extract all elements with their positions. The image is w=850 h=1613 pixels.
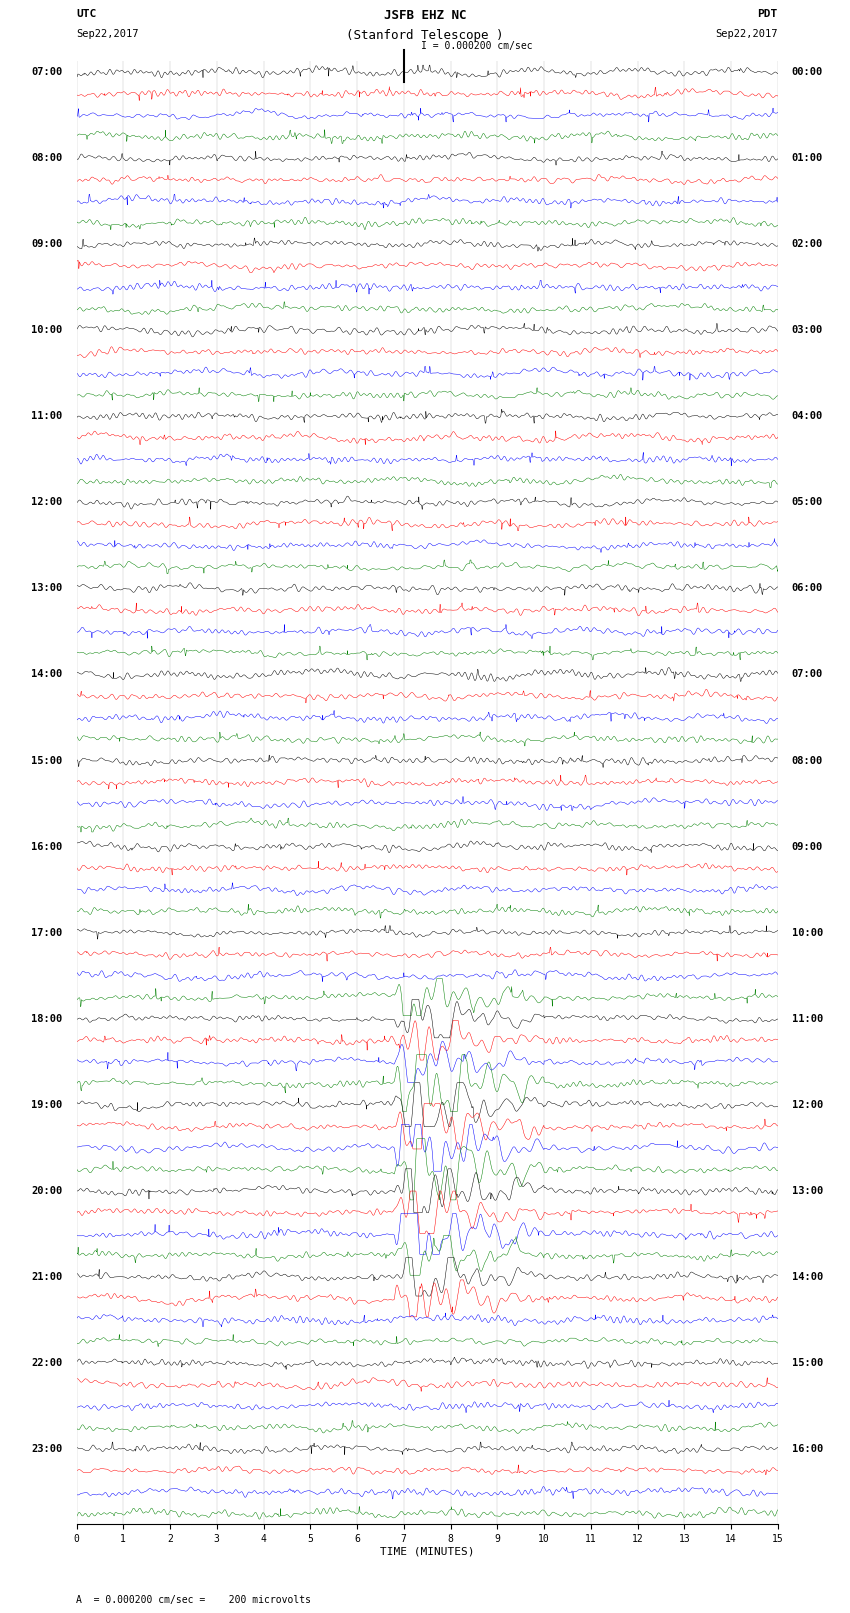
Text: 14:00: 14:00 (31, 669, 63, 679)
Text: 13:00: 13:00 (791, 1186, 823, 1195)
Text: UTC: UTC (76, 10, 97, 19)
Text: 02:00: 02:00 (791, 239, 823, 248)
Text: 06:00: 06:00 (791, 584, 823, 594)
Text: 00:00: 00:00 (791, 68, 823, 77)
Text: 20:00: 20:00 (31, 1186, 63, 1195)
Text: 18:00: 18:00 (31, 1013, 63, 1024)
Text: 03:00: 03:00 (791, 326, 823, 336)
Text: 04:00: 04:00 (791, 411, 823, 421)
Text: 01:00: 01:00 (791, 153, 823, 163)
Text: 12:00: 12:00 (31, 497, 63, 508)
Text: 12:00: 12:00 (791, 1100, 823, 1110)
Text: 16:00: 16:00 (791, 1444, 823, 1453)
Text: 10:00: 10:00 (791, 927, 823, 937)
X-axis label: TIME (MINUTES): TIME (MINUTES) (380, 1547, 474, 1557)
Text: Sep22,2017: Sep22,2017 (76, 29, 139, 39)
Text: 09:00: 09:00 (791, 842, 823, 852)
Text: A  = 0.000200 cm/sec =    200 microvolts: A = 0.000200 cm/sec = 200 microvolts (76, 1595, 311, 1605)
Text: 16:00: 16:00 (31, 842, 63, 852)
Text: 11:00: 11:00 (31, 411, 63, 421)
Text: 08:00: 08:00 (31, 153, 63, 163)
Text: 08:00: 08:00 (791, 755, 823, 766)
Text: 15:00: 15:00 (791, 1358, 823, 1368)
Text: 05:00: 05:00 (791, 497, 823, 508)
Text: 23:00: 23:00 (31, 1444, 63, 1453)
Text: (Stanford Telescope ): (Stanford Telescope ) (346, 29, 504, 42)
Text: JSFB EHZ NC: JSFB EHZ NC (383, 10, 467, 23)
Text: 10:00: 10:00 (31, 326, 63, 336)
Text: Sep22,2017: Sep22,2017 (715, 29, 778, 39)
Text: 17:00: 17:00 (31, 927, 63, 937)
Text: 09:00: 09:00 (31, 239, 63, 248)
Text: 11:00: 11:00 (791, 1013, 823, 1024)
Text: 15:00: 15:00 (31, 755, 63, 766)
Text: 21:00: 21:00 (31, 1273, 63, 1282)
Text: PDT: PDT (757, 10, 778, 19)
Text: 22:00: 22:00 (31, 1358, 63, 1368)
Text: 19:00: 19:00 (31, 1100, 63, 1110)
Text: 14:00: 14:00 (791, 1273, 823, 1282)
Text: 07:00: 07:00 (791, 669, 823, 679)
Text: 13:00: 13:00 (31, 584, 63, 594)
Text: 07:00: 07:00 (31, 68, 63, 77)
Text: I = 0.000200 cm/sec: I = 0.000200 cm/sec (421, 42, 532, 52)
